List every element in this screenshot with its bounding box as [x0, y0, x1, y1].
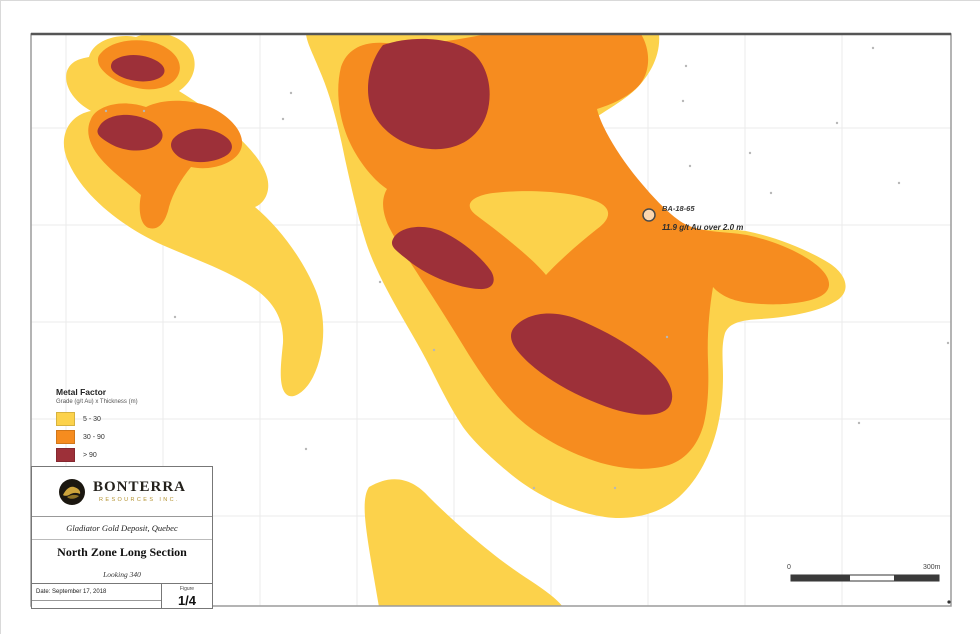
- contour-high-left-top: [110, 55, 165, 82]
- figure-number-cell: Figure 1/4: [161, 584, 212, 608]
- legend-swatch-mid: [56, 430, 75, 444]
- legend-label-mid: 30 - 90: [83, 433, 105, 441]
- view-orientation: Looking 340: [103, 569, 141, 579]
- legend-row-mid: 30 - 90: [56, 430, 226, 444]
- title-block: BONTERRA RESOURCES INC. Gladiator Gold D…: [31, 466, 213, 609]
- drillhole-marker-circle: [642, 208, 656, 222]
- contour-high-central-upper: [391, 226, 494, 290]
- company-wordmark: BONTERRA RESOURCES INC.: [92, 479, 186, 504]
- contour-high-bird-left: [97, 114, 163, 151]
- title-block-footer: Date: September 17, 2018 Figure 1/4: [32, 583, 212, 608]
- contour-high-bird-right: [171, 128, 232, 163]
- legend-subtitle: Grade (g/t Au) x Thickness (m): [56, 399, 138, 405]
- legend-label-high: > 90: [83, 451, 97, 459]
- scale-bar-start-label: 0: [787, 564, 791, 571]
- contour-high-top-blob: [367, 38, 490, 150]
- title-block-footer-left: Date: September 17, 2018: [32, 584, 161, 608]
- legend-swatch-high: [56, 448, 75, 462]
- project-name: Gladiator Gold Deposit, Quebec: [32, 517, 212, 540]
- metal-factor-legend: Metal Factor Grade (g/t Au) x Thickness …: [56, 387, 226, 467]
- contour-high-layer: [97, 38, 673, 415]
- section-title: North Zone Long Section: [57, 545, 187, 560]
- figure-label: Figure: [179, 586, 195, 592]
- date-label: Date: September 17, 2018: [32, 584, 161, 601]
- company-name: BONTERRA: [92, 479, 186, 496]
- legend-row-low: 5 - 30: [56, 412, 226, 426]
- bonterra-logo-icon: [58, 478, 85, 505]
- contour-high-central-lower: [510, 313, 673, 415]
- scale-bar-end-label: 300m: [923, 564, 941, 571]
- legend-title: Metal Factor: [56, 387, 107, 397]
- legend-swatch-low: [56, 412, 75, 426]
- figure-number: 1/4: [177, 593, 197, 608]
- legend-label-low: 5 - 30: [83, 415, 101, 423]
- legend-row-high: > 90: [56, 448, 226, 462]
- scale-bar: [790, 574, 940, 582]
- footer-empty-cell: [32, 601, 161, 608]
- drillhole-intercept-label: 11.9 g/t Au over 2.0 m: [662, 223, 744, 232]
- contour-low-inner-wedge: [469, 191, 609, 275]
- pierce-point-dots: [104, 46, 950, 490]
- drillhole-id-label: BA-18-65: [662, 204, 695, 213]
- frame-corner-mark: [947, 600, 951, 604]
- contour-low-bottom-triangle: [364, 479, 563, 606]
- title-block-logo-row: BONTERRA RESOURCES INC.: [32, 467, 212, 518]
- company-subtitle: RESOURCES INC.: [99, 497, 180, 504]
